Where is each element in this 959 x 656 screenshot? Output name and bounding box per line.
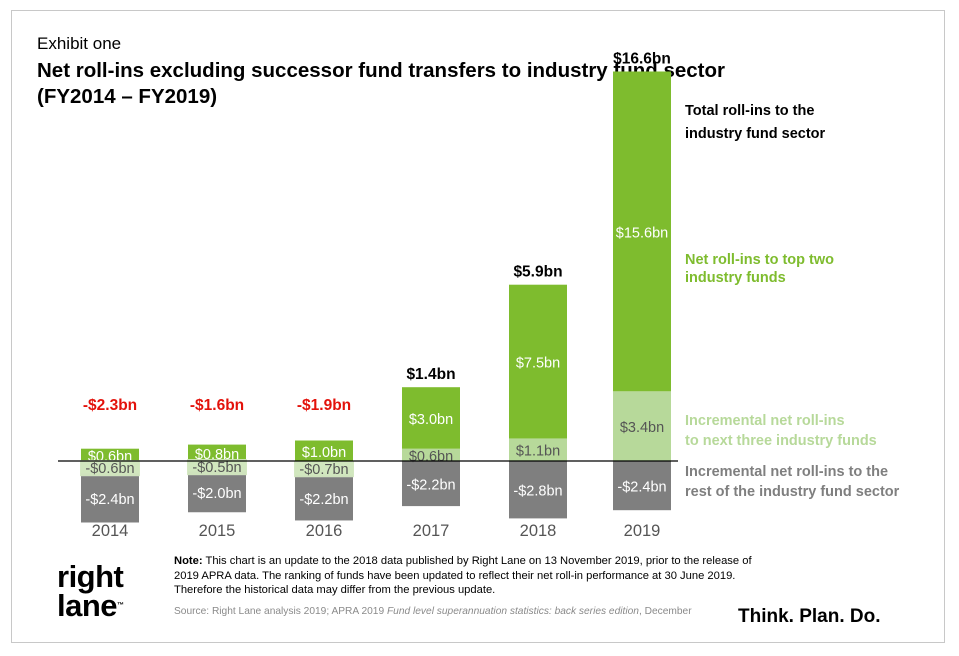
tagline: Think. Plan. Do.: [738, 606, 881, 627]
data-label-2014-s1: -$0.6bn: [85, 461, 134, 477]
bar-segment-2015-s2: [188, 471, 246, 513]
data-label-2017-s2: -$2.2bn: [406, 478, 455, 494]
chart-note: Note: This chart is an update to the 201…: [174, 554, 774, 598]
label-tint-2015-s1: [187, 459, 247, 476]
data-label-2019-s2: -$2.4bn: [617, 480, 666, 496]
legend-label-1-line1: Total roll-ins to the: [685, 103, 814, 119]
legend-label-3-line1: Incremental net roll-ins: [685, 413, 845, 429]
logo-line-2: lane™: [57, 588, 125, 623]
legend-label-3-line2: to next three industry funds: [685, 433, 877, 449]
bar-segment-2018-s2: [509, 461, 567, 519]
data-label-2018-s1: $1.1bn: [516, 444, 560, 460]
bar-segment-2016-s0: [295, 440, 353, 461]
bar-segment-2014-s0: [81, 448, 139, 461]
data-label-2014-s2: -$2.4bn: [85, 492, 134, 508]
data-label-2016-s2: -$2.2bn: [299, 492, 348, 508]
x-tick-2015: 2015: [199, 522, 236, 540]
data-label-2016-s1: -$0.7bn: [299, 462, 348, 478]
bar-segment-2014-s2: [81, 473, 139, 523]
bar-segment-2019-s0: [613, 71, 671, 392]
total-label-2019: $16.6bn: [613, 51, 671, 68]
data-label-2017-s1: $0.6bn: [409, 449, 453, 465]
label-tint-2016-s1: [294, 461, 354, 478]
total-label-2018: $5.9bn: [513, 264, 562, 281]
source-prefix: Source: Right Lane analysis 2019; APRA 2…: [174, 606, 387, 617]
note-text: This chart is an update to the 2018 data…: [174, 555, 752, 596]
legend-label-2-line2: industry funds: [685, 270, 786, 286]
total-label-2014: -$2.3bn: [83, 397, 137, 414]
bar-segment-2016-s2: [295, 475, 353, 521]
total-label-2015: -$1.6bn: [190, 397, 244, 414]
legend-label-2-line1: Net roll-ins to top two: [685, 252, 834, 268]
data-label-2018-s2: -$2.8bn: [513, 484, 562, 500]
data-label-2015-s2: -$2.0bn: [192, 486, 241, 502]
data-label-2019-s0: $15.6bn: [616, 225, 668, 241]
data-label-2015-s0: $0.8bn: [195, 447, 239, 463]
data-label-2016-s0: $1.0bn: [302, 445, 346, 461]
bar-segment-2019-s1: [613, 391, 671, 461]
legend-label-1-line2: industry fund sector: [685, 126, 826, 142]
bar-segment-2018-s0: [509, 284, 567, 439]
x-tick-2017: 2017: [413, 522, 450, 540]
chart-title-line1: Net roll-ins excluding successor fund tr…: [37, 59, 726, 82]
data-label-2019-s1: $3.4bn: [620, 420, 664, 436]
data-label-2018-s0: $7.5bn: [516, 356, 560, 372]
x-tick-2016: 2016: [306, 522, 343, 540]
exhibit-frame: [11, 10, 945, 643]
bar-segment-2017-s2: [402, 461, 460, 507]
x-tick-2018: 2018: [520, 522, 557, 540]
bar-segment-2015-s0: [188, 444, 246, 461]
legend-label-4-line1: Incremental net roll-ins to the: [685, 464, 888, 480]
bar-segment-2019-s2: [613, 461, 671, 511]
chart-title-line2: (FY2014 – FY2019): [37, 85, 218, 108]
label-tint-2014-s1: [80, 460, 140, 477]
source-suffix: , December: [638, 606, 692, 617]
legend-label-4-line2: rest of the industry fund sector: [685, 484, 900, 500]
total-label-2017: $1.4bn: [406, 366, 455, 383]
data-label-2015-s1: -$0.5bn: [192, 460, 241, 476]
x-tick-2019: 2019: [624, 522, 661, 540]
total-label-2016: -$1.9bn: [297, 397, 351, 414]
chart-source: Source: Right Lane analysis 2019; APRA 2…: [174, 605, 694, 618]
x-tick-2014: 2014: [92, 522, 129, 540]
bar-segment-2018-s1: [509, 438, 567, 461]
bar-segment-2017-s0: [402, 387, 460, 449]
exhibit-label: Exhibit one: [37, 34, 122, 53]
logo-line-1: right: [57, 559, 124, 594]
trademark-mark: ™: [117, 602, 125, 609]
data-label-2017-s0: $3.0bn: [409, 412, 453, 428]
logo-line-2-text: lane: [57, 588, 118, 623]
source-title: Fund level superannuation statistics: ba…: [386, 606, 639, 617]
right-lane-logo: right lane™: [57, 559, 125, 623]
note-label: Note:: [174, 555, 203, 567]
bar-segment-2017-s1: [402, 448, 460, 461]
chart-title: Net roll-ins excluding successor fund tr…: [37, 58, 837, 110]
